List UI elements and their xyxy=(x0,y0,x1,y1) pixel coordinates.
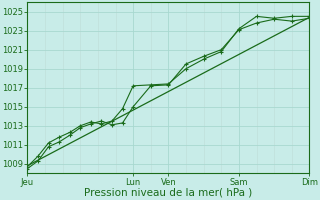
X-axis label: Pression niveau de la mer( hPa ): Pression niveau de la mer( hPa ) xyxy=(84,188,252,198)
